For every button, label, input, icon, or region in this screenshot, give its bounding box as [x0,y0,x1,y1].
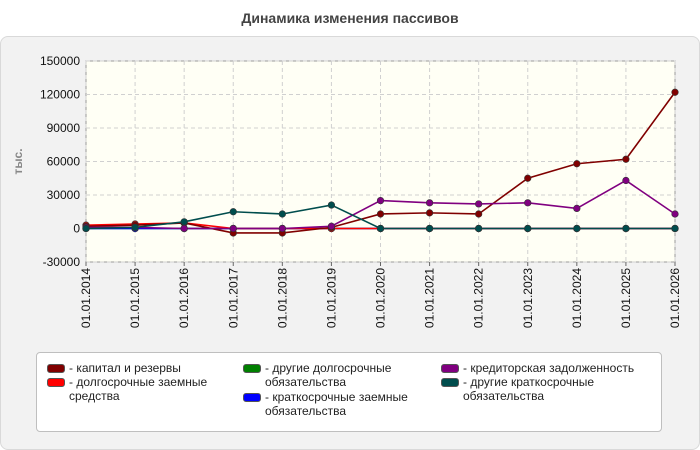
chart-title: Динамика изменения пассивов [241,10,459,26]
x-tick-label: 01.01.2018 [275,268,289,328]
legend: - капитал и резервы - долгосрочные заемн… [36,352,662,432]
data-point [82,224,90,233]
data-point [524,174,532,182]
legend-label-kreditorskaya: - кредиторская задолженность [463,361,635,375]
y-tick-label: -30000 [43,255,81,269]
data-point [180,224,188,233]
data-point [622,176,630,185]
data-point [475,210,483,218]
data-point [524,224,532,233]
data-point [327,222,336,230]
data-point [622,155,630,163]
legend-label-drugie-dolgosrochnye: - другие долгосрочные обязательства [265,361,392,389]
legend-swatch-kratkosrochnye-zaemnye [243,393,261,402]
data-point [425,224,434,233]
data-point [229,208,237,216]
x-tick-label: 01.01.2025 [619,268,633,328]
x-tick-label: 01.01.2023 [521,268,535,328]
legend-label-dolgosrochnye-zaemnye: - долгосрочные заемные средства [69,375,208,403]
data-point [180,218,188,226]
data-point [229,224,237,233]
x-tick-label: 01.01.2019 [324,268,338,328]
legend-item-drugie-kratkosrochnye[interactable]: - другие краткосрочные обязательства [441,375,641,403]
y-tick-label: 0 [73,222,80,236]
x-tick-label: 01.01.2024 [570,268,584,328]
data-point [376,224,385,233]
y-tick-label: 30000 [47,188,81,202]
legend-item-dolgosrochnye-zaemnye[interactable]: - долгосрочные заемные средства [47,375,237,403]
x-tick-label: 01.01.2026 [668,268,682,328]
legend-item-kreditorskaya[interactable]: - кредиторская задолженность [441,361,659,375]
data-point [376,210,385,218]
y-tick-label: 120000 [40,88,80,102]
x-tick-label: 01.01.2014 [79,268,93,328]
x-tick-label: 01.01.2020 [374,268,388,328]
data-point [131,223,139,231]
x-tick-label: 01.01.2017 [226,268,240,328]
data-point [671,210,679,218]
data-point [475,200,483,208]
legend-swatch-dolgosrochnye-zaemnye [47,378,65,387]
x-tick-label: 01.01.2021 [423,268,437,328]
data-point [425,199,434,207]
data-point [622,224,630,233]
legend-label-kapital: - капитал и резервы [69,361,181,375]
legend-swatch-drugie-kratkosrochnye [441,378,459,387]
legend-label-drugie-kratkosrochnye: - другие краткосрочные обязательства [463,375,595,403]
legend-item-kapital[interactable]: - капитал и резервы [47,361,237,375]
legend-swatch-kreditorskaya [441,364,459,373]
x-tick-label: 01.01.2015 [128,268,142,328]
y-tick-label: 90000 [47,121,81,135]
y-axis-label: тыс. [11,148,25,174]
y-tick-label: 150000 [40,54,80,68]
data-point [573,204,581,212]
data-point [278,224,286,233]
data-point [425,209,434,217]
legend-label-kratkosrochnye-zaemnye: - краткосрочные заемные обязательства [265,390,408,418]
legend-item-kratkosrochnye-zaemnye[interactable]: - краткосрочные заемные обязательства [243,390,438,418]
data-point [376,196,385,205]
data-point [671,224,679,233]
x-tick-label: 01.01.2016 [177,268,191,328]
data-point [524,199,532,207]
data-point [278,210,286,218]
y-tick-label: 60000 [47,155,81,169]
x-tick-label: 01.01.2022 [472,268,486,328]
data-point [671,88,679,96]
legend-swatch-drugie-dolgosrochnye [243,364,261,373]
data-point [327,201,336,209]
data-point [475,224,483,233]
legend-item-drugie-dolgosrochnye[interactable]: - другие долгосрочные обязательства [243,361,438,389]
data-point [573,160,581,168]
data-point [573,224,581,233]
legend-swatch-kapital [47,364,65,373]
